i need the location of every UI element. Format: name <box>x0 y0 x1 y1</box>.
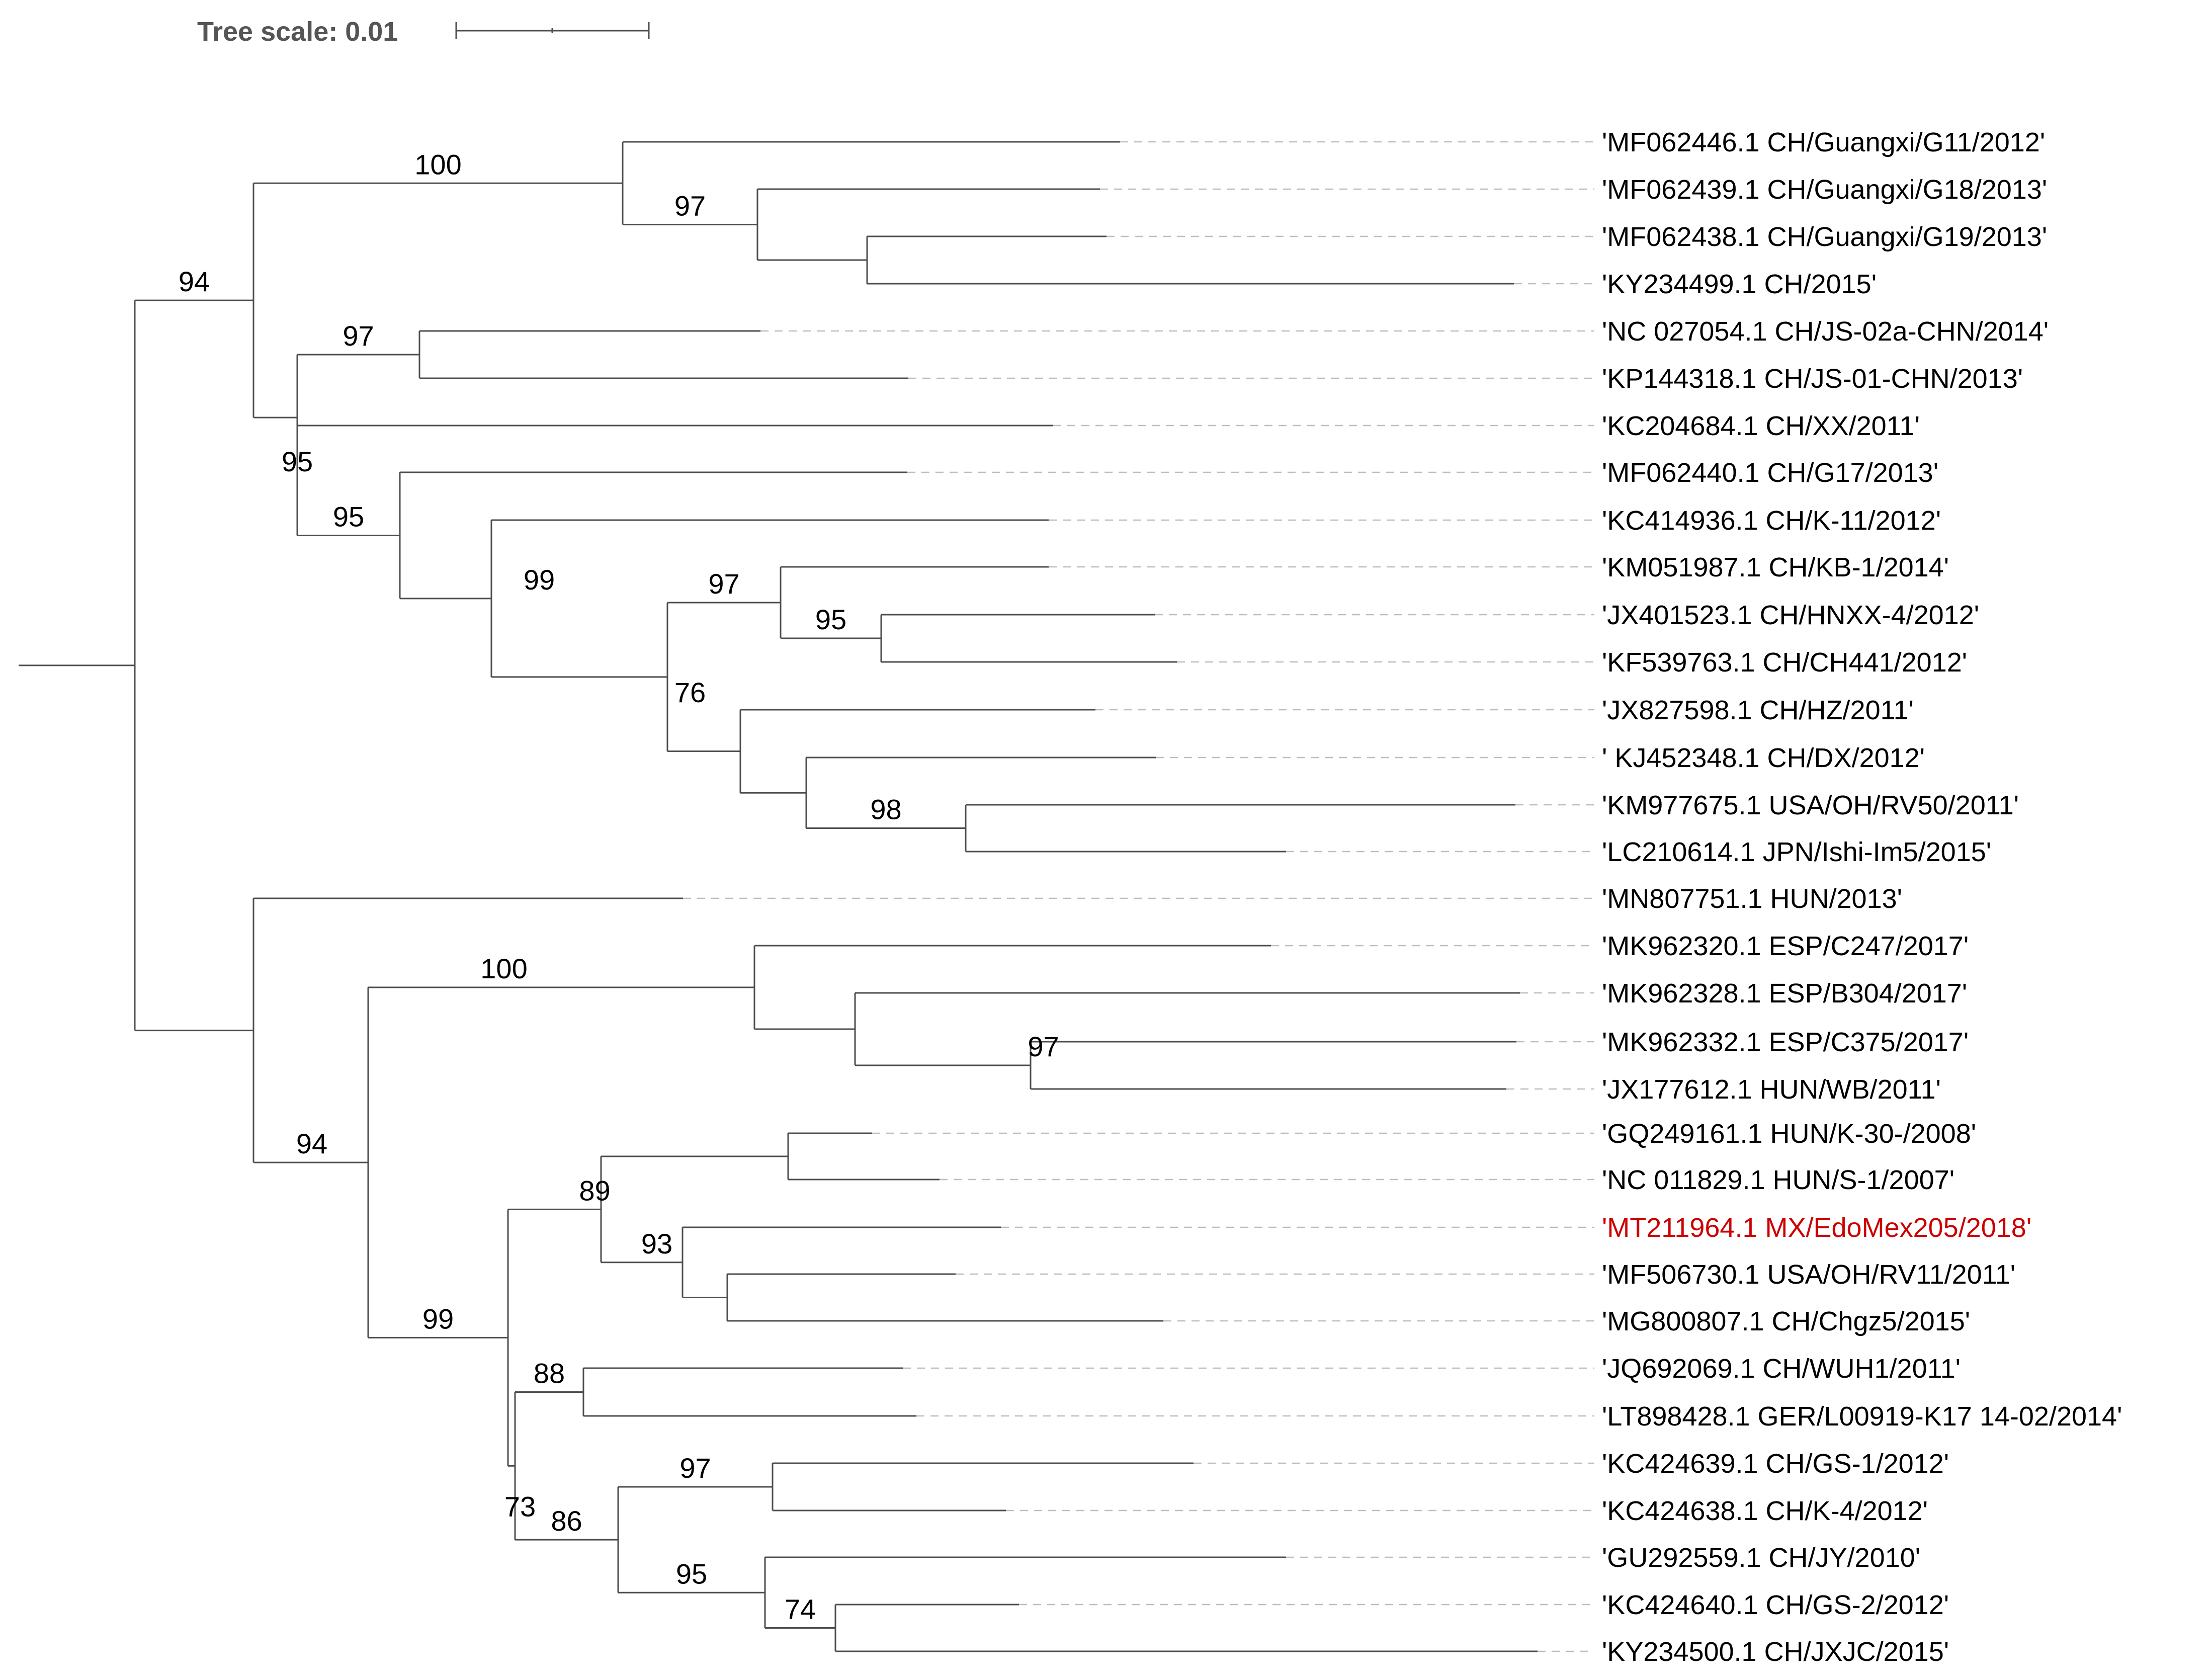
leaf-leaders <box>683 141 1594 1652</box>
leaf-label: 'MG800807.1 CH/Chgz5/2015' <box>1602 1306 1970 1336</box>
leaf-label: 'MK962328.1 ESP/B304/2017' <box>1602 978 1967 1009</box>
leaf-label: 'MF062438.1 CH/Guangxi/G19/2013' <box>1602 222 2047 252</box>
leaf-label: 'GU292559.1 CH/JY/2010' <box>1602 1543 1920 1573</box>
support-value: 95 <box>282 446 313 477</box>
leaf-label: 'KC414936.1 CH/K-11/2012' <box>1602 506 1941 536</box>
support-value: 94 <box>179 266 210 297</box>
support-value: 93 <box>641 1228 672 1260</box>
leaf-label: 'KY234499.1 CH/2015' <box>1602 269 1877 299</box>
support-value: 100 <box>480 953 527 984</box>
support-value: 99 <box>524 564 555 596</box>
leaf-labels: 'MF062446.1 CH/Guangxi/G11/2012' 'MF06243… <box>1602 127 2122 1667</box>
support-value: 97 <box>1028 1031 1059 1062</box>
tree-scale-label: Tree scale: 0.01 <box>197 17 398 47</box>
leaf-label: 'KY234500.1 CH/JXJC/2015' <box>1602 1637 1949 1667</box>
support-value: 95 <box>815 604 846 635</box>
support-value: 86 <box>551 1505 582 1537</box>
leaf-label: 'KP144318.1 CH/JS-01-CHN/2013' <box>1602 364 2023 394</box>
leaf-label: 'NC 027054.1 CH/JS-02a-CHN/2014' <box>1602 316 2049 347</box>
leaf-label: 'JX177612.1 HUN/WB/2011' <box>1602 1074 1941 1105</box>
support-value: 100 <box>414 148 461 180</box>
leaf-label-highlighted: 'MT211964.1 MX/EdoMex205/2018' <box>1602 1213 2031 1243</box>
leaf-label: 'MF062440.1 CH/G17/2013' <box>1602 458 1938 488</box>
leaf-label: 'KC204684.1 CH/XX/2011' <box>1602 411 1920 441</box>
support-value: 76 <box>674 677 706 708</box>
support-value: 95 <box>676 1558 707 1589</box>
leaf-label: 'MF062446.1 CH/Guangxi/G11/2012' <box>1602 127 2045 157</box>
support-value: 97 <box>679 1452 711 1484</box>
leaf-label: ' KJ452348.1 CH/DX/2012' <box>1602 743 1925 773</box>
support-value: 73 <box>504 1490 536 1522</box>
leaf-label: 'KM977675.1 USA/OH/RV50/2011' <box>1602 790 2019 820</box>
leaf-label: 'KF539763.1 CH/CH441/2012' <box>1602 647 1967 678</box>
tree-scale: Tree scale: 0.01 <box>197 17 650 47</box>
bootstrap-support-values: 100 97 94 97 95 95 99 97 95 76 98 100 97 94 89 93 99 88 73… <box>179 148 1059 1625</box>
leaf-label: 'MF506730.1 USA/OH/RV11/2011' <box>1602 1260 2015 1290</box>
leaf-label: 'JQ692069.1 CH/WUH1/2011' <box>1602 1354 1961 1384</box>
leaf-label: 'JX827598.1 CH/HZ/2011' <box>1602 695 1914 725</box>
leaf-label: 'JX401523.1 CH/HNXX-4/2012' <box>1602 600 1979 630</box>
leaf-label: 'KC424640.1 CH/GS-2/2012' <box>1602 1590 1949 1620</box>
leaf-label: 'MK962320.1 ESP/C247/2017' <box>1602 931 1969 961</box>
leaf-label: 'GQ249161.1 HUN/K-30-/2008' <box>1602 1119 1976 1149</box>
leaf-label: 'MK962332.1 ESP/C375/2017' <box>1602 1027 1969 1057</box>
support-value: 97 <box>343 320 374 352</box>
support-value: 99 <box>422 1303 454 1334</box>
support-value: 97 <box>674 190 706 222</box>
support-value: 94 <box>296 1128 327 1159</box>
support-value: 74 <box>785 1593 816 1625</box>
leaf-label: 'KC424639.1 CH/GS-1/2012' <box>1602 1449 1949 1479</box>
leaf-label: 'KC424638.1 CH/K-4/2012' <box>1602 1496 1928 1526</box>
support-value: 97 <box>708 568 739 600</box>
tree-scale-bar <box>455 22 650 39</box>
leaf-label: 'KM051987.1 CH/KB-1/2014' <box>1602 552 1949 582</box>
leaf-label: 'MN807751.1 HUN/2013' <box>1602 884 1902 914</box>
leaf-label: 'LT898428.1 GER/L00919-K17 14-02/2014' <box>1602 1401 2122 1432</box>
leaf-label: 'LC210614.1 JPN/Ishi-Im5/2015' <box>1602 837 1991 867</box>
support-value: 89 <box>579 1174 610 1206</box>
tree-branches <box>19 141 1538 1652</box>
leaf-label: 'MF062439.1 CH/Guangxi/G18/2013' <box>1602 175 2047 205</box>
leaf-label: 'NC 011829.1 HUN/S-1/2007' <box>1602 1165 1954 1195</box>
support-value: 88 <box>534 1358 565 1389</box>
support-value: 98 <box>870 794 901 825</box>
support-value: 95 <box>333 500 364 532</box>
